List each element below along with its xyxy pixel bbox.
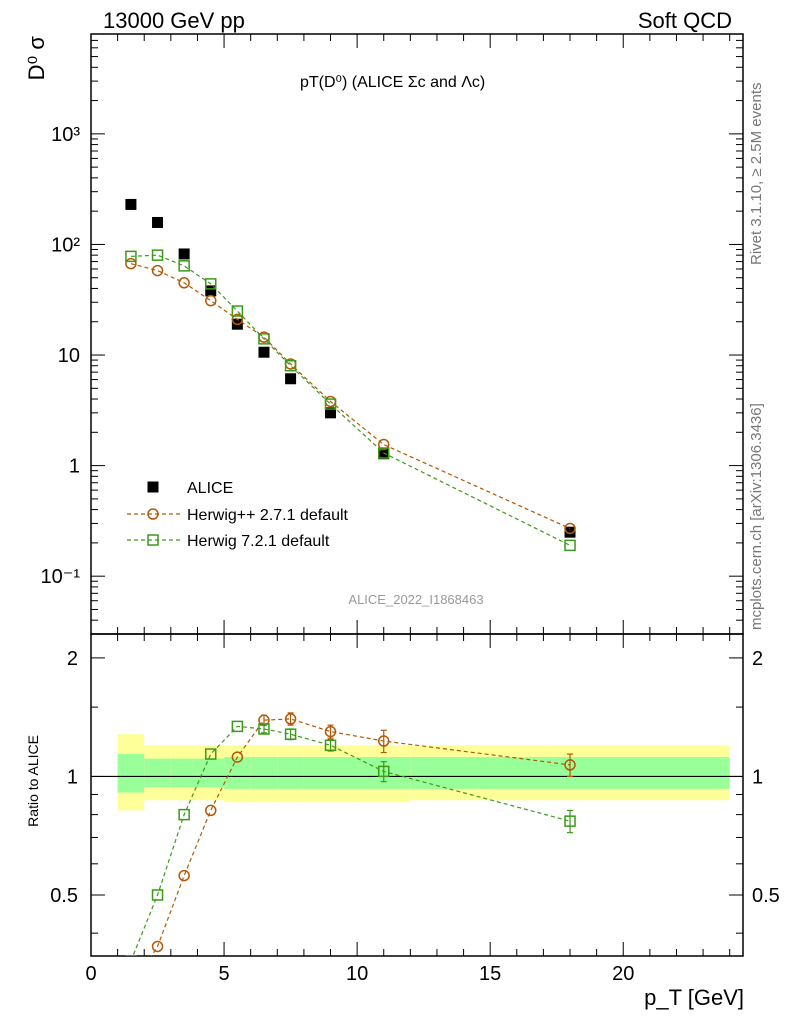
herwig7-point [324,398,337,410]
alice-point [378,448,390,460]
main-axis-ticks: 10⁻¹ 1 10 10² 10³ [41,33,743,635]
herwig-pp-point [151,264,164,277]
y-tick-label: 1 [69,456,80,478]
ratio-y-tick-label-right: 0.5 [752,885,780,907]
legend-marker [147,534,159,546]
ratio-herwig7-point [377,765,390,778]
herwig7-point [178,260,190,272]
side-label-bottom: mcplots.cern.ch [arXiv:1306.3436] [748,403,765,630]
band-inner [250,757,278,789]
x-tick-label: 10 [346,963,368,985]
ratio-y-tick-label: 1 [67,766,78,788]
alice-point [152,216,164,228]
y-tick-label: 10 [58,345,80,367]
band-inner [117,754,145,793]
ratio-herwig7-point [178,808,190,821]
ratio-herwig-pp-point [231,751,244,763]
herwig7-point [564,539,576,552]
band-inner [303,757,358,789]
band-inner [197,758,225,788]
alice-point [205,285,217,297]
herwig-pp-point [125,257,137,270]
herwig7-point [258,333,270,345]
ratio-herwig-pp-point [564,759,576,771]
herwig-pp-point [231,313,244,326]
herwig-pp-point [564,522,576,535]
ratio-herwig7-point [284,728,297,740]
ratio-herwig7-point [324,739,337,752]
legend-label: Herwig 7.2.1 default [187,533,330,550]
x-axis-label: p_T [GeV] [644,985,744,1010]
band-inner [170,758,198,788]
ratio-y-tick-label-right: 1 [752,766,763,788]
legend-label: ALICE [187,480,233,497]
ratio-herwig7-point [564,815,576,827]
header-left: 13000 GeV pp [103,8,245,33]
ratio-line-herwig7 [132,725,571,956]
side-label-top: Rivet 3.1.10, ≥ 2.5M events [748,83,765,266]
herwig7-point [231,305,244,317]
header-right: Soft QCD [638,8,732,33]
main-y-axis-label: D⁰ σ [24,36,49,81]
x-tick-label: 15 [479,963,501,985]
ratio-y-axis-label: Ratio to ALICE [25,735,41,827]
y-tick-label: 10⁻¹ [41,566,81,588]
series-line-herwig-pp [130,263,571,530]
alice-point [258,346,270,358]
herwig7-point [151,249,164,261]
herwig-pp-point [205,294,217,307]
ratio-line-herwig-pp [150,718,571,956]
legend-label: Herwig++ 2.7.1 default [187,507,349,524]
ratio-y-tick-label-right: 2 [752,648,763,670]
ratio-herwig-pp-point [205,804,217,817]
ratio-herwig-pp-point [324,725,337,738]
ratio-herwig-pp-point [126,983,136,993]
ratio-uncertainty-bands [91,734,743,811]
ratio-herwig-pp-point [151,940,164,953]
ratio-y-tick-label: 2 [67,648,78,670]
ratio-herwig7-point [205,748,217,760]
alice-point [285,373,297,385]
ratio-plot-frame [90,633,744,957]
series-line-herwig7 [130,254,571,546]
band-inner [277,757,304,789]
ratio-herwig-pp-point [377,735,390,747]
ratio-y-tick-label: 0.5 [50,885,78,907]
herwig7-point [125,250,137,263]
ratio-herwig7-point [125,955,137,956]
legend: ALICE Herwig++ 2.7.1 default Herwig 7.2.1 … [127,480,349,550]
y-tick-label: 10³ [51,124,80,146]
x-tick-label: 20 [612,963,634,985]
herwig7-point [284,359,297,372]
legend-marker [147,481,159,493]
alice-point [325,407,337,419]
alice-point [125,198,137,210]
herwig-pp-point [178,277,190,289]
ratio-herwig-pp-point [178,869,190,882]
alice-point [178,248,190,260]
ratio-axis-ticks: 0 5 10 15 20 0.5 0.5 1 1 2 2 [50,634,780,985]
ratio-herwig-pp-point [284,713,297,725]
ratio-herwig7-point [258,723,270,735]
herwig7-point [377,447,390,459]
main-plot-marks [125,198,576,552]
herwig-pp-point [377,438,390,451]
alice-point [564,526,576,538]
y-tick-label: 10² [51,234,80,256]
x-tick-label: 5 [218,963,229,985]
ratio-plot-marks [125,712,576,993]
ratio-herwig7-point [151,889,164,901]
plot-title: pT(D⁰) (ALICE Σc and Λc) [300,74,485,91]
herwig7-point [205,278,217,290]
x-tick-label: 0 [85,963,96,985]
band-inner [144,758,171,788]
analysis-watermark: ALICE_2022_I1868463 [348,592,483,607]
legend-marker [147,508,159,520]
ratio-herwig7-point [231,720,244,733]
